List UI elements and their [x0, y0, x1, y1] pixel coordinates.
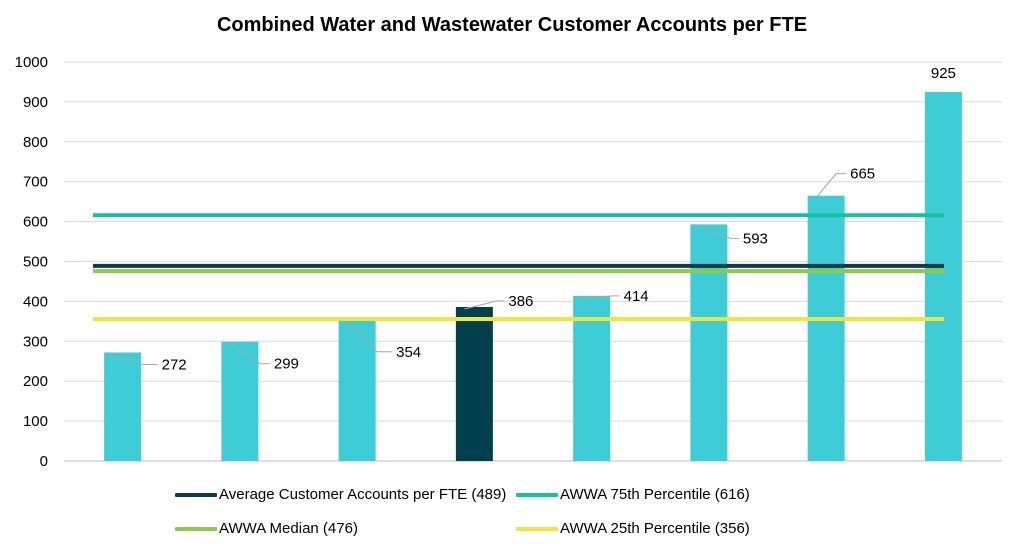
- legend-item-median: AWWA Median (476): [175, 520, 358, 537]
- legend-swatch-25th-percentile: [516, 526, 558, 531]
- y-tick-label: 300: [23, 333, 48, 350]
- legend-swatch-median: [175, 526, 217, 531]
- data-label: 414: [624, 288, 649, 305]
- data-label: 272: [162, 356, 187, 373]
- data-label: 299: [274, 356, 299, 373]
- label-leader-line: [229, 343, 270, 365]
- bar: [690, 224, 728, 461]
- bar: [338, 319, 376, 461]
- chart-title: Combined Water and Wastewater Customer A…: [216, 14, 808, 36]
- y-tick-label: 600: [23, 214, 48, 231]
- legend-item-25th-percentile: AWWA 25th Percentile (356): [516, 520, 750, 537]
- data-labels: 272 299 354 386 414 593 665 925: [162, 65, 956, 374]
- bar: [807, 195, 845, 462]
- label-leader-line: [581, 295, 620, 299]
- y-tick-label: 900: [23, 94, 48, 111]
- label-leader-line: [815, 173, 847, 198]
- reference-lines: [93, 213, 944, 321]
- label-leader-line: [346, 321, 393, 353]
- bar: [573, 295, 611, 461]
- y-tick-label: 1000: [15, 54, 48, 71]
- y-axis: 0 100 200 300 400 500 600 700 800 900 1000: [15, 54, 48, 470]
- bar: [104, 352, 142, 461]
- y-tick-label: 800: [23, 134, 48, 151]
- bar-highlighted: [455, 306, 493, 461]
- data-label: 386: [508, 293, 533, 310]
- bars: [104, 91, 962, 462]
- gridlines: [64, 61, 1002, 462]
- bar: [221, 341, 259, 461]
- legend: Average Customer Accounts per FTE (489) …: [175, 486, 895, 550]
- y-tick-label: 500: [23, 254, 48, 271]
- legend-swatch-75th-percentile: [516, 492, 558, 497]
- bar: [924, 91, 962, 462]
- legend-item-average: Average Customer Accounts per FTE (489): [175, 486, 506, 503]
- legend-item-75th-percentile: AWWA 75th Percentile (616): [516, 486, 750, 503]
- label-leaders: [112, 173, 847, 365]
- data-label: 925: [931, 65, 956, 82]
- y-tick-label: 200: [23, 373, 48, 390]
- legend-label-25th-percentile: AWWA 25th Percentile (356): [560, 520, 750, 537]
- legend-label-75th-percentile: AWWA 75th Percentile (616): [560, 486, 750, 503]
- legend-label-median: AWWA Median (476): [219, 520, 358, 537]
- data-label: 665: [850, 166, 875, 183]
- data-label: 593: [743, 230, 768, 247]
- data-label: 354: [396, 344, 421, 361]
- y-tick-label: 400: [23, 293, 48, 310]
- label-leader-line: [112, 353, 158, 365]
- label-leader-line: [464, 300, 505, 310]
- legend-label-average: Average Customer Accounts per FTE (489): [219, 486, 507, 503]
- y-tick-label: 700: [23, 174, 48, 191]
- y-tick-label: 100: [23, 413, 48, 430]
- label-leader-line: [698, 225, 739, 239]
- legend-swatch-average: [175, 492, 217, 497]
- y-tick-label: 0: [40, 453, 48, 470]
